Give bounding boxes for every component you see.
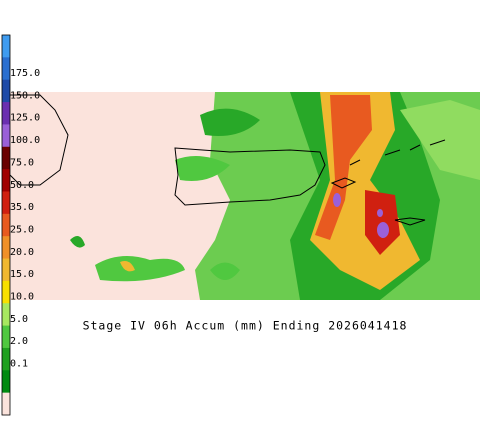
legend-label: 5.0 — [10, 314, 28, 325]
color-swatch — [2, 325, 10, 349]
precip-field — [10, 92, 480, 300]
color-swatch — [2, 236, 10, 260]
legend-label: 75.0 — [10, 157, 34, 168]
coastlines — [9, 94, 446, 226]
caption: Stage IV 06h Accum (mm) Ending 202604141… — [83, 319, 408, 333]
color-swatch — [2, 57, 10, 81]
legend-label: 25.0 — [10, 224, 34, 235]
legend-label: 125.0 — [10, 113, 40, 124]
color-swatch — [2, 191, 10, 215]
legend-label: 10.0 — [10, 292, 34, 303]
color-swatch — [2, 213, 10, 237]
color-swatch — [2, 79, 10, 103]
color-swatch — [2, 392, 10, 416]
legend-label: 150.0 — [10, 90, 40, 101]
color-bar: 175.0 150.0 125.0 100.0 75.0 50.0 35.0 25.0 20.0… — [1, 34, 40, 416]
legend-label: 15.0 — [10, 269, 34, 280]
color-swatch — [2, 169, 10, 192]
color-swatch — [2, 124, 10, 148]
color-swatch — [2, 102, 10, 125]
legend-label: 20.0 — [10, 247, 34, 258]
color-swatch — [2, 303, 10, 327]
color-swatch — [2, 370, 10, 394]
color-swatch — [2, 146, 10, 170]
color-bar-border — [1, 34, 11, 416]
color-swatch — [2, 347, 10, 371]
legend-label: 35.0 — [10, 202, 34, 213]
legend-label: 2.0 — [10, 336, 28, 347]
color-swatch — [2, 280, 10, 304]
legend-label: 100.0 — [10, 135, 40, 146]
legend-label: 50.0 — [10, 180, 34, 191]
legend-label: 175.0 — [10, 68, 40, 79]
legend-label: 0.1 — [10, 359, 28, 370]
color-swatch — [2, 258, 10, 282]
color-swatch — [2, 35, 10, 58]
